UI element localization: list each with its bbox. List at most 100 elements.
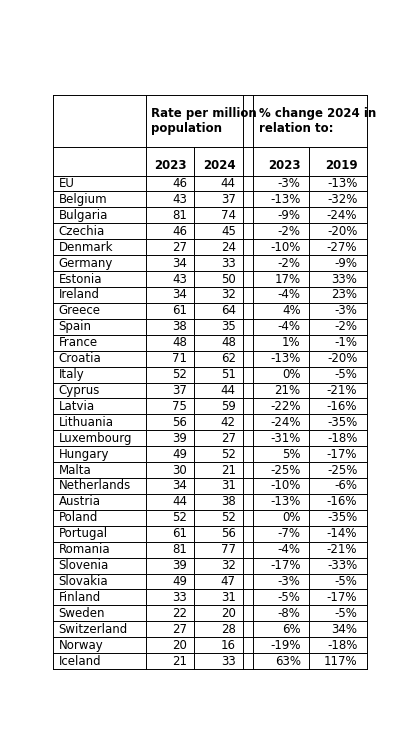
Text: Denmark: Denmark	[58, 241, 112, 254]
Text: 45: 45	[220, 225, 235, 238]
Text: -5%: -5%	[334, 368, 357, 381]
Text: -2%: -2%	[333, 320, 357, 333]
Text: 0%: 0%	[281, 368, 300, 381]
Text: 0%: 0%	[281, 511, 300, 524]
Text: 20: 20	[172, 639, 187, 652]
Text: 33: 33	[220, 655, 235, 667]
Text: 31: 31	[220, 591, 235, 604]
Text: 61: 61	[172, 527, 187, 541]
Text: Austria: Austria	[58, 495, 100, 508]
Text: 21: 21	[220, 464, 235, 476]
Text: -3%: -3%	[334, 304, 357, 317]
Text: 2023: 2023	[267, 159, 300, 172]
Text: -13%: -13%	[326, 177, 357, 190]
Text: EU: EU	[58, 177, 74, 190]
Text: 33: 33	[220, 257, 235, 270]
Text: -5%: -5%	[334, 575, 357, 588]
Text: -3%: -3%	[277, 575, 300, 588]
Text: 35: 35	[220, 320, 235, 333]
Text: 22: 22	[172, 607, 187, 620]
Text: -13%: -13%	[270, 495, 300, 508]
Text: 74: 74	[220, 209, 235, 222]
Text: -17%: -17%	[270, 559, 300, 572]
Text: 37: 37	[220, 193, 235, 206]
Text: -13%: -13%	[270, 352, 300, 365]
Text: Czechia: Czechia	[58, 225, 104, 238]
Text: 62: 62	[220, 352, 235, 365]
Text: -27%: -27%	[326, 241, 357, 254]
Text: Germany: Germany	[58, 257, 112, 270]
Text: 61: 61	[172, 304, 187, 317]
Text: -13%: -13%	[270, 193, 300, 206]
Text: 34%: 34%	[330, 623, 357, 636]
Text: 81: 81	[172, 209, 187, 222]
Text: Cyprus: Cyprus	[58, 384, 99, 397]
Text: 38: 38	[220, 495, 235, 508]
Text: 48: 48	[220, 336, 235, 350]
Text: 52: 52	[172, 511, 187, 524]
Text: -18%: -18%	[326, 639, 357, 652]
Text: Portugal: Portugal	[58, 527, 107, 541]
Text: Slovenia: Slovenia	[58, 559, 108, 572]
Text: Luxembourg: Luxembourg	[58, 432, 132, 445]
Text: 50: 50	[220, 273, 235, 285]
Text: Rate per million
population: Rate per million population	[151, 107, 256, 135]
Text: 44: 44	[220, 384, 235, 397]
Text: Greece: Greece	[58, 304, 100, 317]
Text: 24: 24	[220, 241, 235, 254]
Text: 52: 52	[172, 368, 187, 381]
Text: -4%: -4%	[277, 288, 300, 301]
Text: -35%: -35%	[326, 511, 357, 524]
Text: -3%: -3%	[277, 177, 300, 190]
Text: 44: 44	[220, 177, 235, 190]
Text: 81: 81	[172, 543, 187, 556]
Text: -10%: -10%	[270, 241, 300, 254]
Text: Romania: Romania	[58, 543, 110, 556]
Text: 44: 44	[172, 495, 187, 508]
Text: Norway: Norway	[58, 639, 103, 652]
Text: -9%: -9%	[333, 257, 357, 270]
Text: 2023: 2023	[154, 159, 187, 172]
Text: 49: 49	[172, 575, 187, 588]
Text: 77: 77	[220, 543, 235, 556]
Text: -4%: -4%	[277, 543, 300, 556]
Text: 34: 34	[172, 479, 187, 492]
Text: 63%: 63%	[274, 655, 300, 667]
Text: 2019: 2019	[324, 159, 357, 172]
Text: -20%: -20%	[326, 225, 357, 238]
Text: Latvia: Latvia	[58, 400, 94, 413]
Text: 46: 46	[172, 225, 187, 238]
Text: 34: 34	[172, 257, 187, 270]
Text: 1%: 1%	[281, 336, 300, 350]
Text: 27: 27	[172, 623, 187, 636]
Text: 21: 21	[172, 655, 187, 667]
Text: Croatia: Croatia	[58, 352, 101, 365]
Text: Italy: Italy	[58, 368, 84, 381]
Text: Belgium: Belgium	[58, 193, 107, 206]
Text: 20: 20	[220, 607, 235, 620]
Text: -18%: -18%	[326, 432, 357, 445]
Text: -17%: -17%	[326, 591, 357, 604]
Text: 30: 30	[172, 464, 187, 476]
Text: -33%: -33%	[326, 559, 357, 572]
Text: 5%: 5%	[281, 448, 300, 461]
Text: 33: 33	[172, 591, 187, 604]
Text: 71: 71	[172, 352, 187, 365]
Text: 33%: 33%	[330, 273, 357, 285]
Text: Slovakia: Slovakia	[58, 575, 108, 588]
Text: 56: 56	[220, 527, 235, 541]
Text: 28: 28	[220, 623, 235, 636]
Text: 17%: 17%	[274, 273, 300, 285]
Text: 39: 39	[172, 432, 187, 445]
Text: -1%: -1%	[333, 336, 357, 350]
Text: 6%: 6%	[281, 623, 300, 636]
Text: -6%: -6%	[333, 479, 357, 492]
Text: -20%: -20%	[326, 352, 357, 365]
Text: 43: 43	[172, 273, 187, 285]
Text: 27: 27	[220, 432, 235, 445]
Text: 2024: 2024	[203, 159, 235, 172]
Text: -5%: -5%	[277, 591, 300, 604]
Text: -21%: -21%	[326, 543, 357, 556]
Text: Bulgaria: Bulgaria	[58, 209, 108, 222]
Text: 42: 42	[220, 416, 235, 429]
